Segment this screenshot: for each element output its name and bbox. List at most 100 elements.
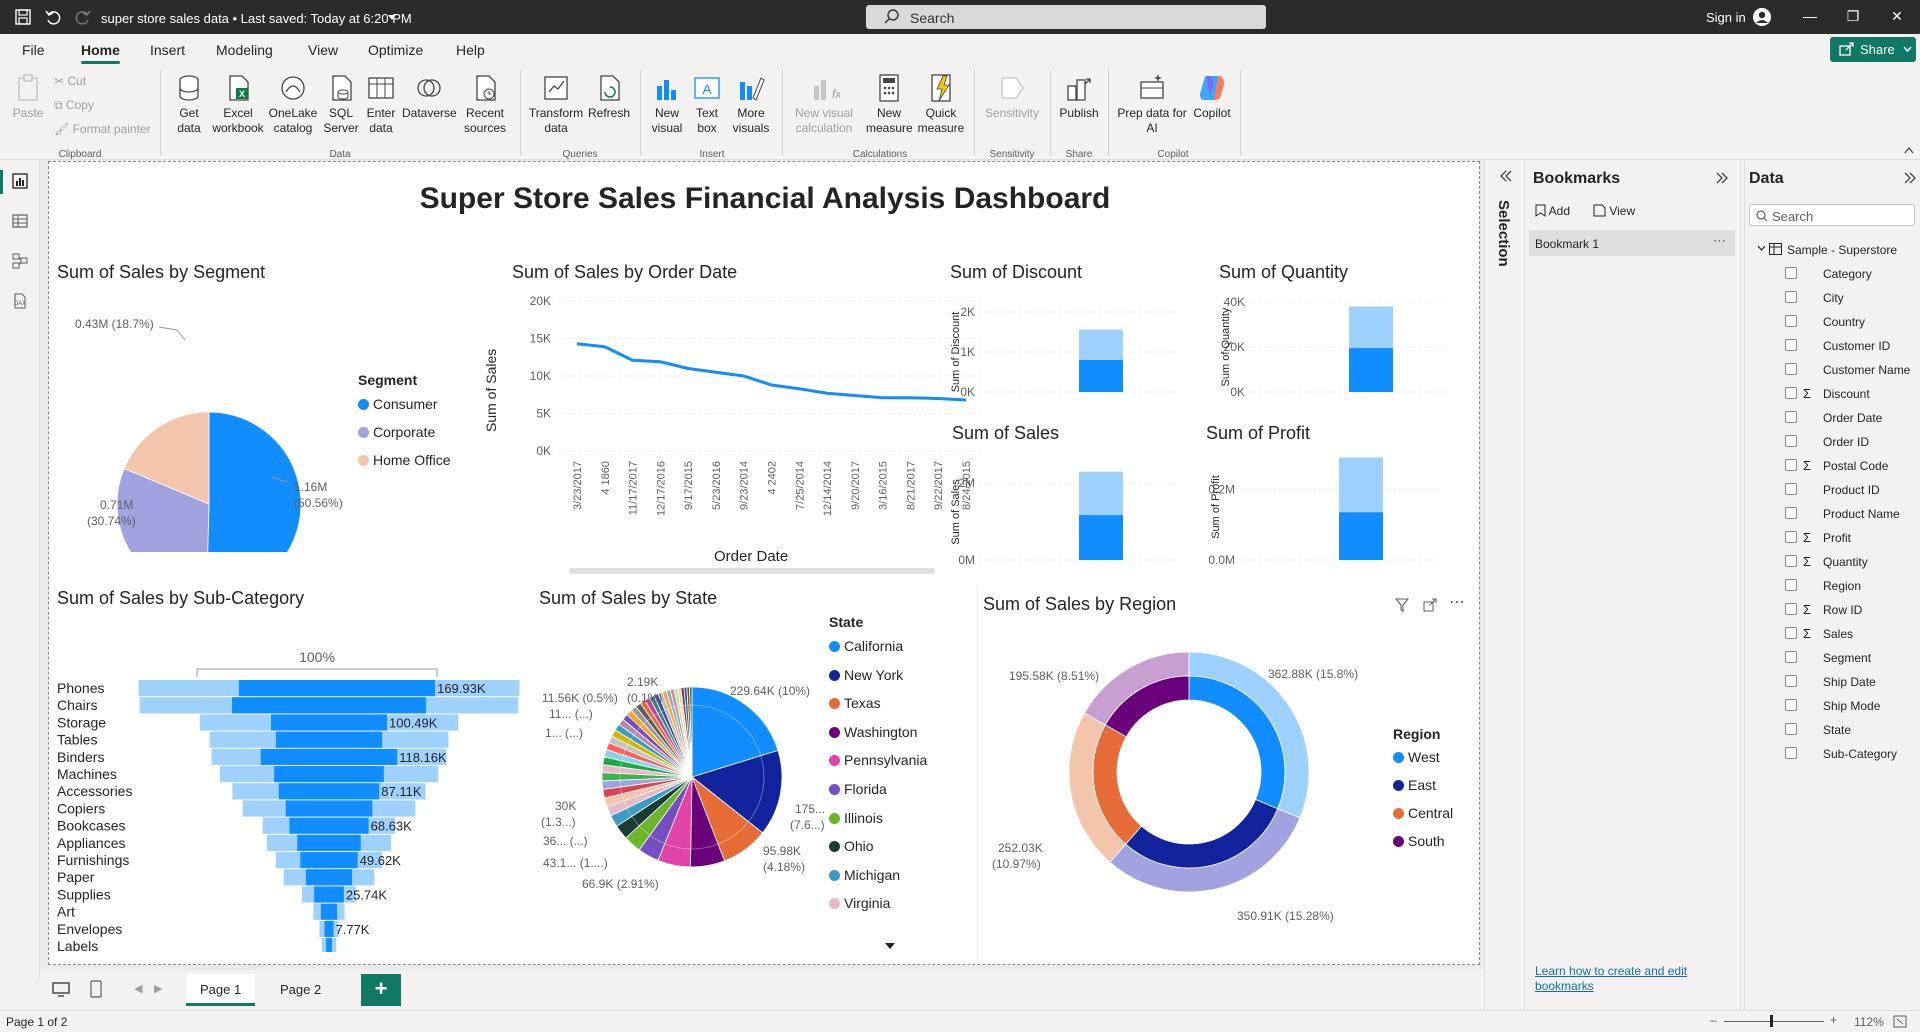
desktop-layout-icon[interactable] xyxy=(52,982,70,998)
collapse-ribbon-icon[interactable] xyxy=(1904,146,1914,154)
chevron-down-icon[interactable] xyxy=(387,14,397,22)
legend-item-state[interactable]: Illinois xyxy=(829,810,883,826)
tab-insert[interactable]: Insert xyxy=(150,42,186,58)
legend-item-region[interactable]: Central xyxy=(1393,805,1453,821)
view-bookmark-button[interactable]: View xyxy=(1593,204,1635,218)
text-box-button[interactable]: A Text box xyxy=(688,72,726,136)
field-item[interactable]: Ship Mode xyxy=(1745,696,1920,716)
state-pie-chart[interactable] xyxy=(539,622,839,922)
collapse-pane-icon[interactable] xyxy=(1903,172,1917,184)
region-donut-chart[interactable] xyxy=(1059,642,1319,902)
field-item[interactable]: Product Name xyxy=(1745,504,1920,524)
field-item[interactable]: Country xyxy=(1745,312,1920,332)
report-view-icon[interactable] xyxy=(11,172,29,190)
field-item[interactable]: Segment xyxy=(1745,648,1920,668)
field-checkbox[interactable] xyxy=(1785,579,1797,591)
field-checkbox[interactable] xyxy=(1785,531,1797,543)
region-visual-container[interactable] xyxy=(977,586,1477,962)
document-title[interactable]: super store sales data • Last saved: Tod… xyxy=(101,11,412,26)
more-visuals-button[interactable]: More visuals xyxy=(728,72,774,136)
sql-server-button[interactable]: SQL Server xyxy=(322,72,360,136)
collapse-pane-icon[interactable] xyxy=(1715,172,1729,184)
model-view-icon[interactable] xyxy=(11,252,29,270)
field-item[interactable]: Σ Quantity xyxy=(1745,552,1920,572)
fit-to-page-icon[interactable] xyxy=(1893,1015,1907,1028)
share-button[interactable]: Share xyxy=(1830,37,1916,62)
field-checkbox[interactable] xyxy=(1785,339,1797,351)
legend-item-segment[interactable]: Corporate xyxy=(358,424,435,440)
onelake-catalog-button[interactable]: OneLake catalog xyxy=(268,72,318,136)
mobile-layout-icon[interactable] xyxy=(90,980,102,998)
tab-optimize[interactable]: Optimize xyxy=(368,42,424,58)
copilot-button[interactable]: Copilot xyxy=(1190,72,1234,121)
field-item[interactable]: Order Date xyxy=(1745,408,1920,428)
field-checkbox[interactable] xyxy=(1785,747,1797,759)
field-checkbox[interactable] xyxy=(1785,267,1797,279)
undo-icon[interactable] xyxy=(44,8,62,26)
paste-button[interactable]: Paste xyxy=(10,72,46,121)
field-item[interactable]: Product ID xyxy=(1745,480,1920,500)
page-tab-2[interactable]: Page 2 xyxy=(280,982,322,997)
legend-item-state[interactable]: Texas xyxy=(829,695,881,711)
cut-button[interactable]: ✂ Cut xyxy=(54,74,87,88)
selection-pane-label[interactable]: Selection xyxy=(1495,200,1512,267)
transform-data-button[interactable]: Transform data xyxy=(528,72,584,136)
quick-measure-button[interactable]: Quick measure xyxy=(916,72,966,136)
zoom-slider-thumb[interactable] xyxy=(1770,1015,1773,1027)
tab-file[interactable]: File xyxy=(22,42,45,58)
new-visual-calculation-button[interactable]: fx New visual calculation xyxy=(790,72,858,136)
zoom-in-icon[interactable]: + xyxy=(1830,1013,1838,1027)
field-checkbox[interactable] xyxy=(1785,651,1797,663)
field-item[interactable]: Order ID xyxy=(1745,432,1920,452)
field-checkbox[interactable] xyxy=(1785,603,1797,615)
field-item[interactable]: Σ Discount xyxy=(1745,384,1920,404)
field-checkbox[interactable] xyxy=(1785,627,1797,639)
order-date-line-chart[interactable]: 0K 5K 10K 15K 20K 3/23/2017 4 1860 11/17/2017 12… xyxy=(504,287,994,557)
tab-help[interactable]: Help xyxy=(456,42,485,58)
legend-item-state[interactable]: New York xyxy=(829,667,903,683)
page-next-icon[interactable]: ▶ xyxy=(154,983,163,995)
page-tab-1[interactable]: Page 1 xyxy=(186,974,256,1006)
legend-item-segment[interactable]: Home Office xyxy=(358,452,451,468)
field-item[interactable]: Region xyxy=(1745,576,1920,596)
zoom-slider[interactable] xyxy=(1724,1021,1824,1022)
report-canvas[interactable]: Super Store Sales Financial Analysis Das… xyxy=(48,161,1480,965)
field-checkbox[interactable] xyxy=(1785,387,1797,399)
field-checkbox[interactable] xyxy=(1785,315,1797,327)
save-icon[interactable] xyxy=(14,8,32,26)
field-checkbox[interactable] xyxy=(1785,363,1797,375)
field-checkbox[interactable] xyxy=(1785,291,1797,303)
field-checkbox[interactable] xyxy=(1785,699,1797,711)
legend-item-state[interactable]: Florida xyxy=(829,781,887,797)
field-checkbox[interactable] xyxy=(1785,459,1797,471)
close-icon[interactable]: ✕ xyxy=(1891,8,1903,24)
refresh-button[interactable]: Refresh xyxy=(586,72,632,121)
excel-workbook-button[interactable]: X Excel workbook xyxy=(210,72,266,136)
tab-view[interactable]: View xyxy=(308,42,339,58)
selection-pane-strip[interactable]: Selection xyxy=(1484,160,1524,1010)
field-checkbox[interactable] xyxy=(1785,723,1797,735)
redo-icon[interactable] xyxy=(74,8,92,26)
page-prev-icon[interactable]: ◀ xyxy=(134,983,143,995)
field-item[interactable]: Σ Postal Code xyxy=(1745,456,1920,476)
format-painter-button[interactable]: 🖌 Format painter xyxy=(54,122,151,136)
field-checkbox[interactable] xyxy=(1785,435,1797,447)
prep-data-for-ai-button[interactable]: Prep data for AI xyxy=(1116,72,1188,136)
enter-data-button[interactable]: Enter data xyxy=(362,72,400,136)
field-item[interactable]: Ship Date xyxy=(1745,672,1920,692)
tab-modeling[interactable]: Modeling xyxy=(216,42,273,58)
legend-item-state[interactable]: Michigan xyxy=(829,867,900,883)
expand-pane-icon[interactable] xyxy=(1499,170,1513,182)
bookmark-item[interactable]: Bookmark 1 ⋯ xyxy=(1529,230,1735,256)
dataverse-button[interactable]: Dataverse xyxy=(402,72,457,121)
legend-item-segment[interactable]: Consumer xyxy=(358,396,438,412)
sensitivity-button[interactable]: Sensitivity xyxy=(982,72,1042,121)
legend-item-region[interactable]: West xyxy=(1393,749,1440,765)
field-item[interactable]: Sub-Category xyxy=(1745,744,1920,764)
focus-mode-icon[interactable] xyxy=(1423,598,1437,612)
